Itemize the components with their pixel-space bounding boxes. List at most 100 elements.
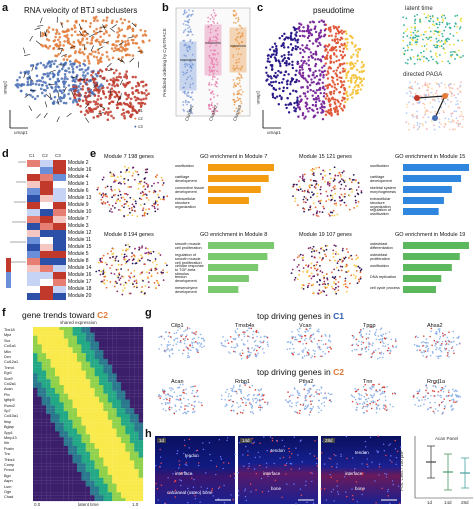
go-enrichment-title: GO enrichment in Module 19 [395,232,466,238]
heatmap-row-label: Module 7 [68,216,89,222]
heatmap-row-label: Module 16 [68,272,92,278]
f-xtick-0: 0.0 [34,502,41,507]
trend-gene-label: Igfbp5 [4,398,15,403]
heatmap-row-label: Module 15 [68,244,92,250]
h-cat-28d: 28d [461,500,469,505]
trend-gene-label: Dcn [4,355,11,359]
driving-gene-label: Tnn [363,379,373,385]
f-xtick-2: 1.0 [132,502,139,507]
panel-label-d: d [2,148,9,160]
legend-c3: ● c3 [134,124,143,129]
trend-gene-label: Scx [4,338,11,343]
heatmap-row-label: Module 4 [68,174,89,180]
go-term-label: connective tissue development [175,186,205,194]
go-term-label: osteoblast proliferation [370,253,390,261]
h1-bone: calcaneal (osteo) bone [167,490,213,495]
histology-28d [321,436,401,504]
heatmap-row-label: Module 3 [68,223,89,229]
h-tag-28d: 28d [323,438,335,443]
trend-gene-label: Ihh [4,441,10,446]
d-col-c3: C3 [55,153,61,158]
trend-gene-label: Ibsp [4,419,12,424]
trend-gene-label: Mmp13 [4,436,17,440]
h-tag-14d: 14d [240,438,252,443]
h2-bone: bone [271,486,282,491]
heatmap-row-label: Module 12 [68,230,92,236]
panel-f: f gene trends toward C2 shared expressio… [0,307,145,509]
histology-1d [155,436,235,504]
heatmap-row-label: Module 2 [68,160,89,166]
go-term-label: cell cycle process [370,286,400,290]
pseudotime-umap [262,13,464,131]
trend-gene-label: Runx2 [4,403,15,408]
trend-gene-label: Postn [4,446,14,451]
heatmap-row-label: Module 20 [68,293,92,299]
trend-gene-label: Sox9 [4,376,13,381]
h2-interface: interface [263,471,281,476]
panel-a-ylabel: umap2 [2,80,8,95]
heatmap-row-label: Module 5 [68,251,89,257]
go-term-label: tendon development [175,275,197,283]
h2-tendon: tendon [271,448,285,453]
go-term-label: skeletal system morphogenesis [370,186,396,194]
go-term-label: extracellular structure organization [370,197,391,209]
driving-gene-label: Cilp1 [171,323,184,329]
trend-gene-label: Tbx18 [4,328,15,332]
driving-gene-label: Acan [171,379,184,385]
go-enrichment-title: GO enrichment in Module 8 [200,232,268,238]
panel-b: b Predicted ordering by CytoTRACE Cluste… [160,0,255,140]
h1-interface: interface [175,471,193,476]
heatmap-row-label: Module 8 [68,258,89,264]
d-col-c2: C2 [42,153,48,158]
trend-gene-label: Comp [4,463,15,467]
gene-trend-heatmap [33,327,144,502]
legend-c2: ● c2 [134,116,143,121]
latent-time-title: latent time [405,6,433,12]
panel-label-g: g [145,307,152,319]
panel-h: h 1d 14d 28d tendon interface calcaneal … [145,428,474,509]
panel-d: d C1 C2 C3 Module 2 Module 16 Module 4 Modu… [0,148,92,303]
go-term-label: cartilage development [370,175,392,183]
panel-c-title: pseudotime [313,6,355,15]
trend-gene-label: Col1a1 [4,344,17,349]
heatmap-row-label: Module 11 [68,237,91,243]
driving-gene-label: Rrbp1 [235,379,250,385]
g-title-1: top driving genes in C1 [257,311,344,321]
trend-gene-label: Bgn [4,473,11,478]
histology-14d [238,436,318,504]
heatmap-row-label: Module 18 [68,286,92,292]
panel-a-xlabel: umap1 [14,130,28,135]
panel-label-a: a [2,2,9,14]
trend-gene-label: Col10a1 [4,414,19,419]
h-chart-ylabel: Pos. Cells / 100 µm² [398,450,404,491]
go-term-label: smooth muscle cell proliferation [175,242,202,250]
trend-gene-label: Tnc [4,452,11,457]
panel-a: a RNA velocity of BTJ subclusters umap2 … [0,0,160,140]
histology-overlay [155,435,473,505]
trend-gene-label: Mpz [4,333,12,338]
trend-gene-label: Thbs4 [4,457,15,462]
trend-gene-label: Chad [4,495,14,500]
go-term-label: cellular response to TGF-beta stimulus [175,264,204,276]
h-tag-1d: 1d [157,438,167,443]
heatmap-row-label: Module 10 [68,209,92,215]
panel-f-subtitle: shared expression [60,320,97,325]
panel-label-c: c [257,2,264,14]
go-term-label: osteoblast differentiation [370,242,393,250]
h3-interface: interface [345,471,363,476]
go-term-label: regulation of ossification [370,208,391,216]
cytotrace-boxplot [175,7,251,117]
g-title-2: top driving genes in C2 [257,367,344,377]
go-enrichment-title: GO enrichment in Module 15 [395,154,466,160]
trend-gene-label: Lum [4,484,12,489]
module-heatmap [6,160,66,300]
d-col-c1: C1 [29,153,35,158]
heatmap-row-label: Module 13 [68,195,92,201]
trend-gene-label: Aspn [4,479,13,484]
driving-gene-umaps [158,326,462,416]
trend-gene-label: Ptn [4,392,10,397]
h1-tendon: tendon [185,453,199,458]
panel-g: g top driving genes in C1 top driving ge… [145,307,474,427]
h-cat-1d: 1d [427,500,433,505]
panel-label-b: b [162,2,169,14]
